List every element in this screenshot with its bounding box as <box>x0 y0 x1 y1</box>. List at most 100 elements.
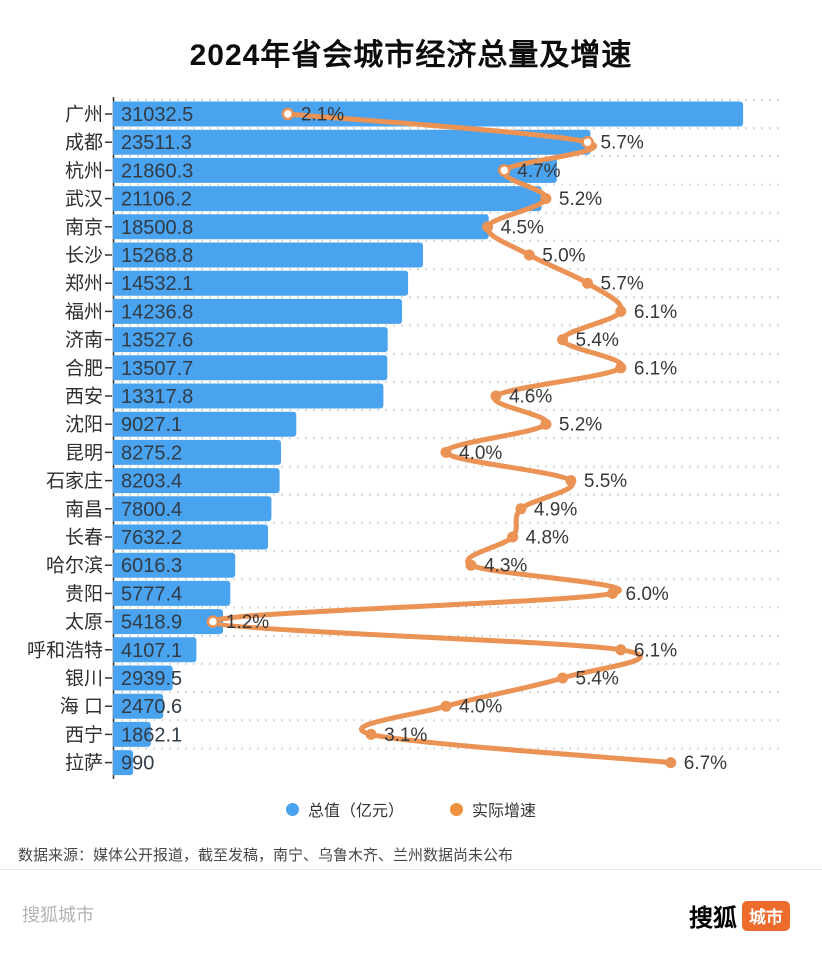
gdp-bar[interactable] <box>113 129 591 155</box>
value-label: 1862.1 <box>121 724 182 746</box>
gdp-bar[interactable] <box>113 355 388 381</box>
growth-marker[interactable] <box>565 475 577 487</box>
legend-dot-growth-icon <box>450 802 463 816</box>
logo-badge-city: 城市 <box>742 900 790 931</box>
legend-item-growth[interactable]: 实际增速 <box>450 797 536 821</box>
city-label: 郑州 <box>65 273 103 295</box>
growth-marker[interactable] <box>540 193 552 205</box>
gdp-bar[interactable] <box>113 524 268 550</box>
logo-text-sohu: 搜狐 <box>689 905 737 932</box>
gdp-bar[interactable] <box>113 468 280 494</box>
growth-marker[interactable] <box>365 728 377 740</box>
growth-marker[interactable] <box>440 446 452 458</box>
growth-marker[interactable] <box>206 615 220 628</box>
growth-marker[interactable] <box>281 107 295 121</box>
gdp-bar[interactable] <box>113 665 173 691</box>
bar-line-chart: 广州 31032.5 成都 23511.3 杭州 21860.3 武汉 21106.2 南京 18… <box>27 97 779 779</box>
sohu-city-logo: 搜狐 城市 <box>689 898 790 933</box>
gdp-bar[interactable] <box>112 637 197 663</box>
city-label: 长春 <box>65 527 103 549</box>
gdp-bar[interactable] <box>113 693 164 719</box>
value-label: 21106.2 <box>121 189 192 211</box>
growth-label: 5.2% <box>559 415 602 436</box>
city-label: 西宁 <box>65 724 103 746</box>
growth-label: 4.8% <box>526 528 569 549</box>
gdp-bar[interactable] <box>113 721 151 747</box>
gdp-bar[interactable] <box>113 496 272 522</box>
legend-dot-total-icon <box>285 802 299 816</box>
city-label: 合肥 <box>65 357 103 379</box>
gdp-bar[interactable] <box>113 157 557 183</box>
growth-label: 4.0% <box>459 697 502 718</box>
gdp-bar[interactable] <box>113 552 236 578</box>
value-label: 13507.7 <box>121 358 193 380</box>
gdp-bar[interactable] <box>113 439 281 465</box>
value-label: 23511.3 <box>121 132 192 154</box>
city-label: 长沙 <box>65 245 103 267</box>
city-label: 拉萨 <box>65 752 103 774</box>
growth-label: 6.1% <box>634 640 677 661</box>
gdp-bar[interactable] <box>113 327 388 353</box>
legend-item-total[interactable]: 总值（亿元） <box>285 797 404 821</box>
gdp-bar[interactable] <box>113 298 403 324</box>
growth-marker[interactable] <box>482 221 494 233</box>
growth-label: 3.1% <box>384 725 427 746</box>
value-label: 14236.8 <box>121 301 193 323</box>
watermark-text: 搜狐城市 <box>22 905 94 925</box>
city-label: 太原 <box>65 611 103 633</box>
value-label: 9027.1 <box>121 414 182 436</box>
growth-marker[interactable] <box>440 700 452 712</box>
growth-marker[interactable] <box>665 757 677 769</box>
growth-marker[interactable] <box>515 503 527 515</box>
value-label: 13317.8 <box>121 386 193 408</box>
growth-marker[interactable] <box>507 531 519 543</box>
value-label: 21860.3 <box>121 160 193 182</box>
value-label: 2470.6 <box>121 696 182 718</box>
gdp-bar[interactable] <box>113 609 223 635</box>
growth-label: 5.0% <box>542 246 585 267</box>
growth-marker[interactable] <box>615 362 627 374</box>
growth-label: 4.3% <box>484 556 527 577</box>
gdp-bar[interactable] <box>113 101 744 127</box>
city-label: 济南 <box>65 329 103 351</box>
growth-marker[interactable] <box>540 418 552 430</box>
value-label: 31032.5 <box>121 104 193 126</box>
gdp-bar[interactable] <box>113 270 409 296</box>
growth-marker[interactable] <box>581 135 594 149</box>
growth-marker[interactable] <box>615 644 627 656</box>
city-label: 贵阳 <box>65 583 103 605</box>
city-label: 昆明 <box>65 443 103 464</box>
growth-marker[interactable] <box>607 587 618 599</box>
city-label: 杭州 <box>65 160 103 182</box>
value-label: 15268.8 <box>121 245 193 267</box>
growth-marker[interactable] <box>582 277 594 289</box>
gdp-bar[interactable] <box>113 242 423 268</box>
gdp-bar[interactable] <box>113 750 134 776</box>
growth-label: 6.7% <box>684 753 727 774</box>
growth-marker[interactable] <box>490 390 502 402</box>
growth-marker[interactable] <box>557 334 569 346</box>
gdp-bar[interactable] <box>113 383 384 409</box>
growth-marker[interactable] <box>557 672 569 684</box>
growth-label: 5.7% <box>601 133 644 154</box>
growth-marker[interactable] <box>615 305 627 317</box>
legend: 总值（亿元） 实际增速 <box>0 797 822 821</box>
growth-label: 6.0% <box>626 584 669 605</box>
legend-label-growth: 实际增速 <box>472 803 537 820</box>
growth-label: 5.7% <box>601 274 644 295</box>
gdp-bar[interactable] <box>113 214 489 240</box>
gdp-bar[interactable] <box>113 580 231 606</box>
city-label: 银川 <box>65 668 103 690</box>
value-label: 6016.3 <box>121 555 182 577</box>
growth-marker[interactable] <box>498 164 511 177</box>
gdp-bar[interactable] <box>112 186 542 212</box>
growth-marker[interactable] <box>465 559 477 571</box>
growth-marker[interactable] <box>523 249 535 261</box>
data-source-note: 数据来源：媒体公开报道，截至发稿，南宁、乌鲁木齐、兰州数据尚未公布 <box>18 847 514 864</box>
page-title: 2024年省会城市经济总量及增速 <box>189 39 633 72</box>
gdp-bar[interactable] <box>112 411 297 437</box>
growth-label: 4.0% <box>459 443 502 464</box>
growth-label: 6.1% <box>634 358 677 379</box>
growth-label: 5.5% <box>584 471 627 492</box>
